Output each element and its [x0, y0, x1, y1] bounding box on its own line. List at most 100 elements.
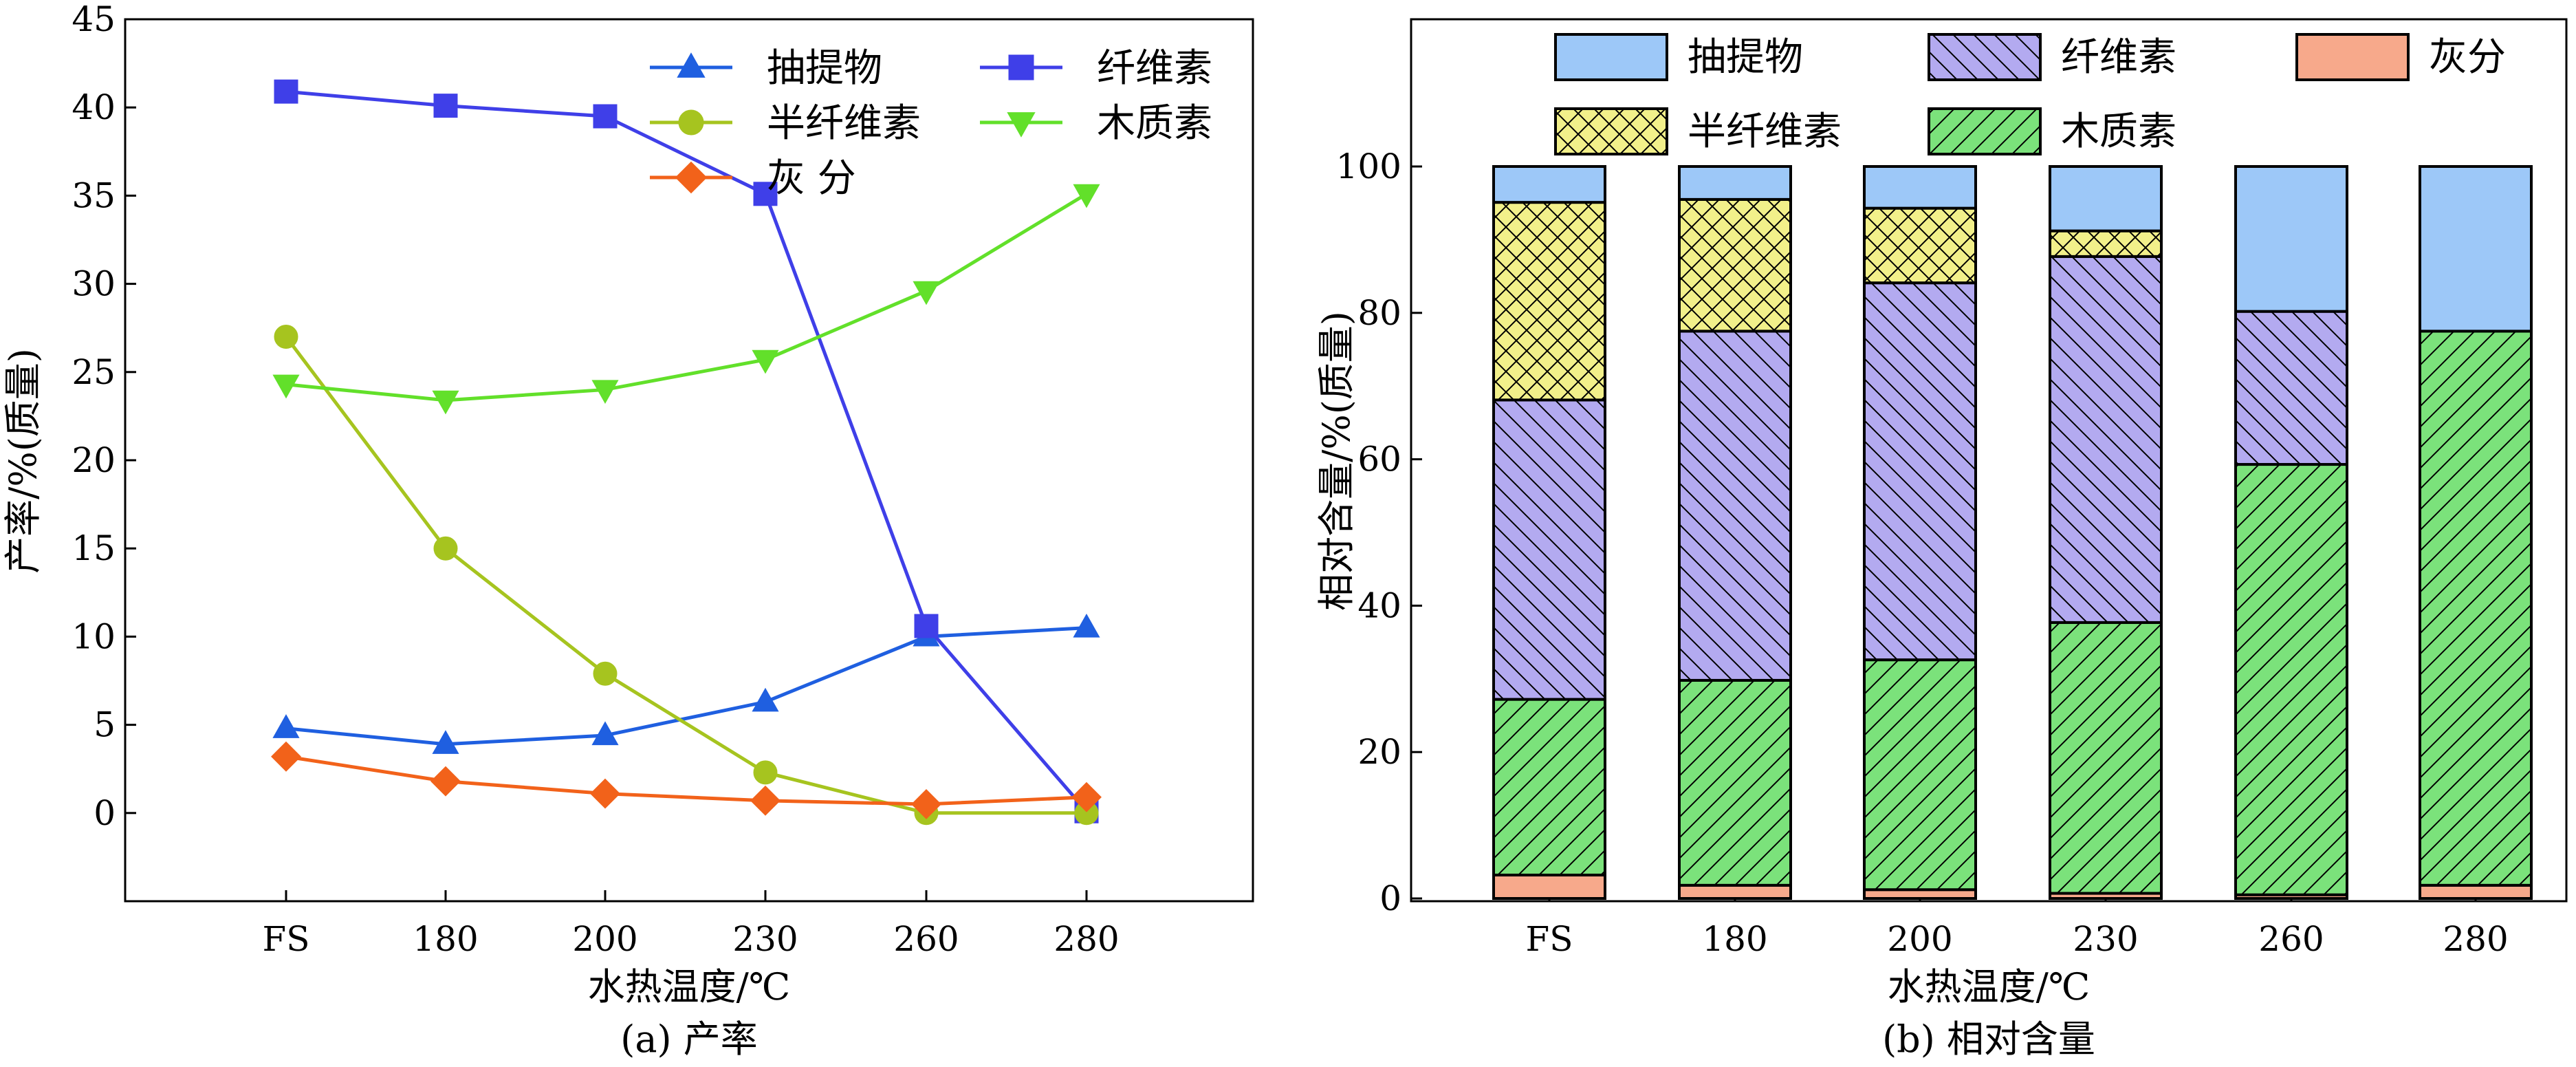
- legend-marker-抽提物: [677, 52, 706, 78]
- x-tick-label: 230: [2073, 919, 2138, 959]
- legend-label: 灰分: [2429, 35, 2506, 80]
- bar-pattern-半纤维素: [1679, 199, 1791, 332]
- point-抽提物: [752, 687, 779, 712]
- bar-segment-灰分: [2420, 885, 2531, 898]
- y-tick-label: 0: [1379, 879, 1401, 918]
- point-纤维素: [593, 104, 618, 129]
- y-tick-label: 30: [72, 264, 116, 304]
- bar-pattern-木质素: [1864, 660, 1976, 890]
- legend-swatch-outline: [1928, 107, 2042, 155]
- x-tick-label: 260: [2258, 919, 2324, 959]
- point-灰 分: [271, 741, 301, 772]
- bar-segment-灰分: [1494, 874, 1605, 898]
- series-line-抽提物: [285, 626, 1087, 746]
- series-line-纤维素: [285, 89, 1088, 812]
- bar-pattern-纤维素: [2236, 311, 2347, 465]
- point-抽提物: [591, 721, 619, 746]
- legend-marker-木质素: [1007, 112, 1036, 138]
- point-木质素: [752, 349, 779, 374]
- chart-a-xlabel: 水热温度/℃: [588, 965, 791, 1009]
- point-木质素: [272, 374, 300, 399]
- point-纤维素: [914, 614, 939, 638]
- bar-pattern-纤维素: [1494, 400, 1605, 700]
- y-tick-label: 45: [72, 0, 116, 39]
- point-抽提物: [432, 730, 459, 754]
- series-line-木质素: [285, 192, 1088, 402]
- legend-label: 纤维素: [1097, 46, 1212, 91]
- chart-a-plot-frame: [124, 18, 1254, 903]
- series-line-灰 分: [285, 755, 1087, 806]
- bar-pattern-木质素: [2050, 622, 2161, 894]
- y-tick-label: 100: [1336, 147, 1401, 186]
- y-tick-label: 60: [1357, 440, 1401, 479]
- x-tick-label: 280: [1054, 919, 1119, 959]
- bar-pattern-纤维素: [1864, 283, 1976, 660]
- legend-label: 半纤维素: [1688, 109, 1842, 154]
- point-灰 分: [430, 766, 461, 797]
- bar-segment-灰分: [2050, 893, 2161, 898]
- legend-label: 抽提物: [767, 46, 882, 91]
- bar-segment-抽提物: [1679, 166, 1791, 200]
- y-tick-label: 0: [94, 793, 116, 833]
- y-tick-label: 20: [1357, 732, 1401, 772]
- x-tick-label: 180: [1702, 919, 1767, 959]
- point-灰 分: [750, 785, 781, 816]
- point-纤维素: [753, 182, 778, 206]
- x-tick-label: 200: [572, 919, 637, 959]
- point-灰 分: [1071, 782, 1102, 812]
- chart-b-relative-content: 0 20 40 60 80 100 FS 180 200 230 260 280 抽提物 纤维素 灰分半纤…: [1315, 18, 2568, 1061]
- legend-swatch-pattern: [1929, 34, 2040, 80]
- legend-label: 灰 分: [767, 156, 856, 201]
- bar-pattern-木质素: [2236, 464, 2347, 895]
- bar-pattern-木质素: [1679, 680, 1791, 885]
- y-tick-label: 40: [72, 87, 116, 127]
- point-抽提物: [272, 714, 300, 738]
- bar-outline: [1492, 165, 1606, 204]
- point-半纤维素: [753, 760, 778, 785]
- legend-swatch-outline: [1928, 33, 2042, 81]
- bar-outline: [1678, 165, 1792, 201]
- bar-pattern-纤维素: [1679, 331, 1791, 680]
- legend-swatch-抽提物: [1556, 34, 1667, 80]
- bar-pattern-半纤维素: [1494, 202, 1605, 400]
- bar-segment-抽提物: [2236, 166, 2347, 312]
- point-木质素: [432, 390, 459, 415]
- chart-b-bars: [1492, 165, 2533, 901]
- bar-pattern-木质素: [2420, 331, 2531, 885]
- bar-outline: [1863, 165, 1977, 210]
- point-抽提物: [1073, 614, 1100, 638]
- point-半纤维素: [593, 661, 618, 686]
- chart-b-ylabel: 相对含量/%(质量): [1315, 311, 1358, 611]
- y-tick-label: 40: [1357, 585, 1401, 625]
- legend-label: 纤维素: [2061, 35, 2176, 80]
- chart-b-xlabel: 水热温度/℃: [1888, 965, 2091, 1009]
- bar-pattern-半纤维素: [1864, 208, 1976, 283]
- legend-swatch-pattern: [1929, 109, 2040, 154]
- x-tick-label: 200: [1887, 919, 1952, 959]
- bar-segment-灰分: [1864, 890, 1976, 898]
- legend-label: 半纤维素: [767, 101, 921, 146]
- legend-swatch-pattern: [1556, 109, 1667, 154]
- chart-a-axes: 0 5 10 15 20 25 30 35 40 45 FS 180 200 230 260 280: [72, 0, 1119, 959]
- y-tick-label: 25: [72, 352, 116, 392]
- series-line-半纤维素: [285, 336, 1087, 815]
- y-tick-label: 35: [72, 175, 116, 215]
- bar-segment-抽提物: [2050, 166, 2161, 231]
- chart-a-series: [271, 79, 1102, 826]
- bar-segment-灰分: [2236, 894, 2347, 898]
- point-木质素: [913, 281, 940, 305]
- legend-swatch-outline: [1554, 33, 1668, 81]
- point-纤维素: [274, 79, 298, 104]
- y-tick-label: 5: [94, 705, 116, 745]
- x-tick-label: 280: [2443, 919, 2508, 959]
- bar-outline: [2049, 165, 2163, 233]
- legend-marker-半纤维素: [678, 109, 704, 136]
- bar-segment-抽提物: [1494, 166, 1605, 203]
- y-tick-label: 20: [72, 440, 116, 480]
- x-tick-label: 230: [732, 919, 798, 959]
- bar-outline: [2234, 165, 2348, 313]
- x-tick-label: 180: [413, 919, 478, 959]
